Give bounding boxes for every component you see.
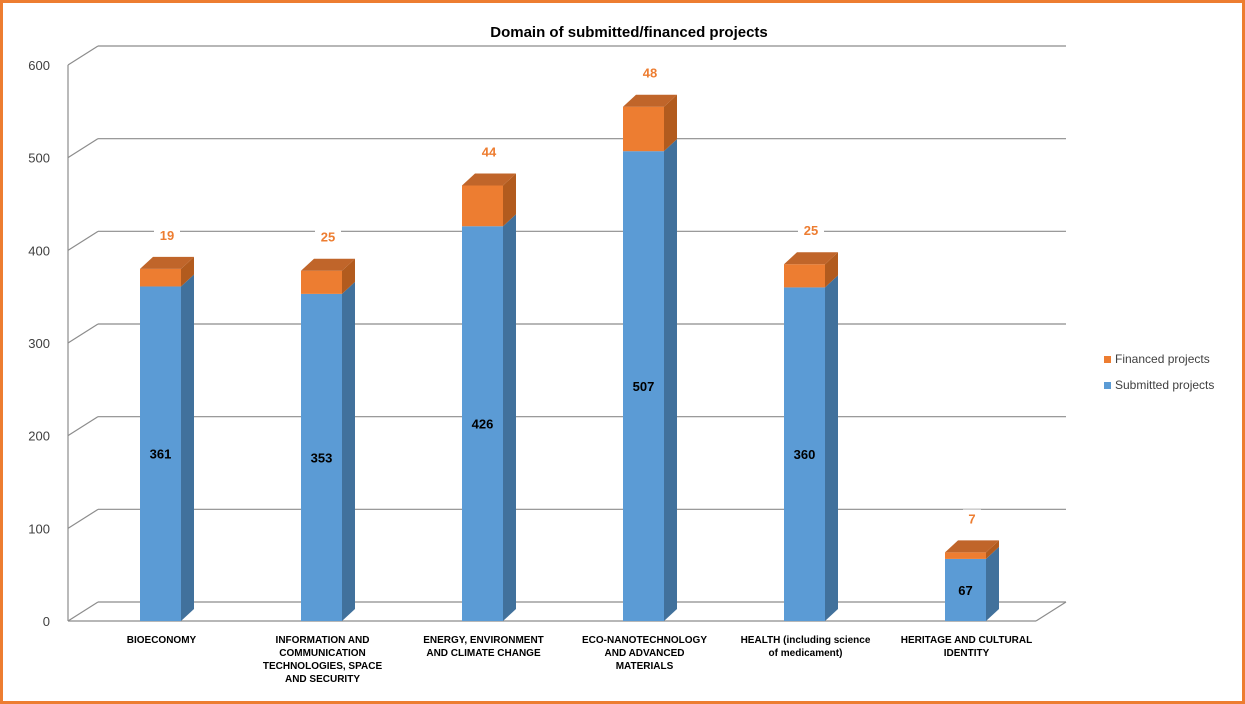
gridline-side bbox=[67, 230, 99, 251]
bar-side bbox=[342, 258, 355, 294]
bar-financed bbox=[623, 94, 677, 152]
gridline-side bbox=[67, 416, 99, 437]
bar-top bbox=[623, 94, 677, 107]
data-labels: 361 19 353 25 426 44 507 48 360 25 67 7 bbox=[150, 63, 981, 598]
legend-label: Submitted projects bbox=[1115, 378, 1215, 392]
gridline-side bbox=[67, 138, 99, 159]
bar-front bbox=[945, 552, 986, 559]
chart-svg: Domain of submitted/financed projects 0 1… bbox=[28, 24, 1067, 629]
data-label-submitted: 360 bbox=[794, 447, 816, 462]
bar-financed bbox=[462, 173, 516, 227]
bar-front bbox=[784, 287, 825, 621]
bar-financed bbox=[945, 540, 999, 559]
x-tick-label: ECO-NANOTECHNOLOGY AND ADVANCED MATERIAL… bbox=[582, 635, 707, 672]
bar-top bbox=[140, 256, 194, 269]
y-axis: 0 100 200 300 400 500 600 bbox=[28, 58, 50, 629]
x-tick-label: BIOECONOMY bbox=[126, 635, 197, 646]
data-label-financed: 7 bbox=[968, 511, 975, 526]
bar-financed bbox=[784, 252, 838, 288]
bar-front bbox=[301, 270, 342, 294]
data-label-submitted: 353 bbox=[311, 450, 333, 465]
bar-front bbox=[462, 185, 503, 227]
bar-front bbox=[623, 106, 664, 152]
bar-submitted bbox=[462, 214, 516, 622]
data-label-financed: 25 bbox=[804, 223, 818, 238]
bar-top bbox=[462, 173, 516, 186]
chart-title: Domain of submitted/financed projects bbox=[490, 24, 768, 41]
floor-right-edge bbox=[1035, 601, 1067, 622]
y-tick-label: 100 bbox=[28, 521, 50, 536]
bar-submitted bbox=[623, 139, 677, 621]
data-label-financed: 44 bbox=[482, 144, 497, 159]
bar-side bbox=[986, 546, 999, 621]
data-label-bg bbox=[476, 142, 502, 162]
data-label-submitted: 361 bbox=[150, 447, 172, 462]
bar-financed bbox=[301, 258, 355, 294]
data-label-financed: 48 bbox=[643, 66, 657, 81]
bar-side bbox=[503, 214, 516, 622]
y-tick-label: 500 bbox=[28, 151, 50, 166]
x-tick-label: INFORMATION AND COMMUNICATION TECHNOLOGI… bbox=[262, 635, 383, 685]
legend-item: Submitted projects bbox=[1104, 378, 1214, 404]
data-label-bg bbox=[637, 63, 663, 83]
legend-swatch bbox=[1104, 356, 1111, 363]
y-tick-label: 600 bbox=[28, 58, 50, 73]
x-tick-label: HEALTH (including science of medicament) bbox=[740, 635, 871, 659]
data-label-bg bbox=[154, 225, 180, 245]
bar-submitted bbox=[784, 275, 838, 621]
data-label-financed: 19 bbox=[160, 228, 174, 243]
data-label-submitted: 426 bbox=[472, 417, 494, 432]
bar-side bbox=[664, 139, 677, 621]
data-label-submitted: 67 bbox=[958, 583, 972, 598]
bar-front bbox=[462, 226, 503, 622]
bar-top bbox=[945, 540, 999, 553]
bar-submitted bbox=[140, 274, 194, 621]
data-label-bg bbox=[798, 221, 824, 241]
bar-front bbox=[784, 264, 825, 288]
gridline-side bbox=[67, 323, 99, 344]
x-tick-label: HERITAGE AND CULTURAL IDENTITY bbox=[900, 635, 1033, 659]
bar-front bbox=[140, 286, 181, 621]
gridline-side bbox=[67, 508, 99, 529]
bar-side bbox=[342, 281, 355, 621]
data-label-financed: 25 bbox=[321, 230, 335, 245]
bar-submitted bbox=[945, 546, 999, 621]
bar-financed bbox=[140, 256, 194, 287]
y-tick-label: 300 bbox=[28, 336, 50, 351]
gridline-side bbox=[67, 45, 99, 66]
gridlines bbox=[67, 45, 1067, 622]
y-tick-label: 200 bbox=[28, 429, 50, 444]
bars bbox=[140, 94, 999, 622]
bar-front bbox=[140, 268, 181, 287]
bar-front bbox=[945, 558, 986, 621]
data-label-bg bbox=[963, 509, 981, 529]
bar-side bbox=[664, 94, 677, 152]
legend-item: Financed projects bbox=[1104, 352, 1214, 378]
bar-submitted bbox=[301, 281, 355, 621]
legend-swatch bbox=[1104, 382, 1111, 389]
y-tick-label: 400 bbox=[28, 243, 50, 258]
bar-top bbox=[784, 252, 838, 265]
bar-side bbox=[825, 275, 838, 621]
legend-label: Financed projects bbox=[1115, 352, 1210, 366]
data-label-submitted: 507 bbox=[633, 379, 655, 394]
bar-side bbox=[986, 540, 999, 559]
bar-front bbox=[623, 151, 664, 621]
y-tick-label: 0 bbox=[43, 614, 50, 629]
bar-top bbox=[301, 258, 355, 271]
bar-side bbox=[503, 173, 516, 227]
data-label-bg bbox=[315, 227, 341, 247]
bar-side bbox=[181, 256, 194, 287]
gridline-side bbox=[67, 601, 99, 622]
legend: Financed projects Submitted projects bbox=[1104, 352, 1214, 404]
bar-front bbox=[301, 293, 342, 621]
bar-side bbox=[181, 274, 194, 621]
x-tick-label: ENERGY, ENVIRONMENT AND CLIMATE CHANGE bbox=[423, 635, 544, 659]
bar-side bbox=[825, 252, 838, 288]
